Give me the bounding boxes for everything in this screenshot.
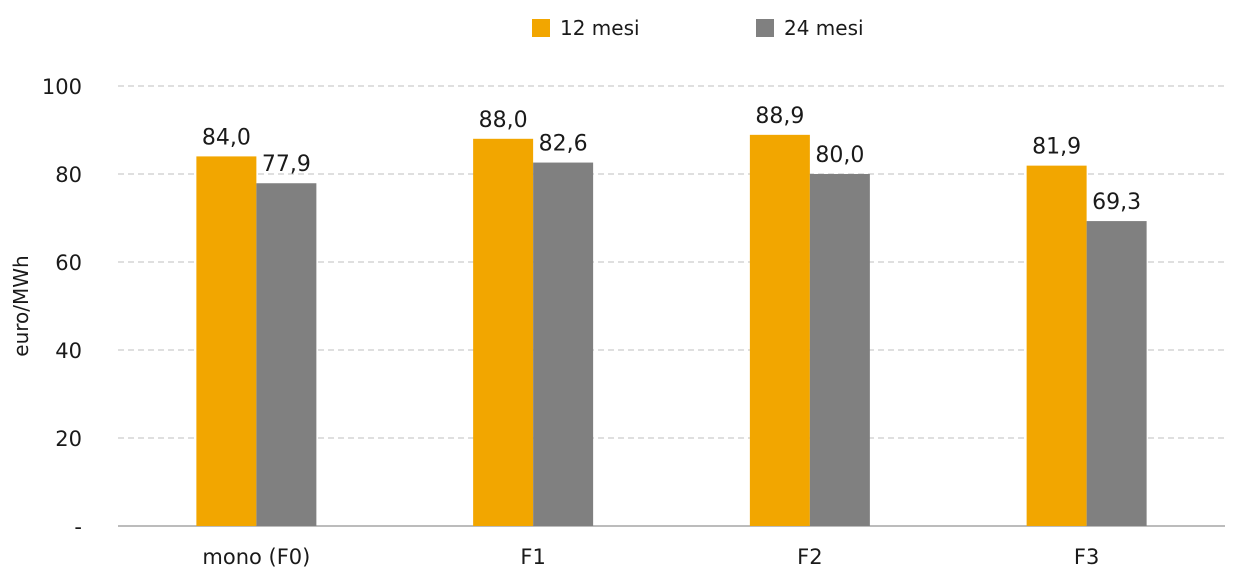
- bar: [256, 183, 317, 527]
- data-label: 82,6: [539, 132, 588, 157]
- bars: [196, 134, 1147, 527]
- x-category-label: F1: [520, 545, 545, 569]
- legend-swatch: [756, 19, 774, 37]
- bar: [533, 162, 594, 526]
- x-category-label: F3: [1074, 545, 1099, 569]
- data-label: 80,0: [815, 143, 864, 168]
- data-label: 84,0: [202, 125, 251, 150]
- bar: [749, 134, 810, 526]
- legend-label: 12 mesi: [560, 16, 640, 40]
- data-label: 69,3: [1092, 190, 1141, 215]
- y-tick-label: 60: [55, 251, 82, 275]
- y-tick-label: 40: [55, 339, 82, 363]
- bar: [1026, 165, 1087, 526]
- y-tick-label: 20: [55, 427, 82, 451]
- y-tick-label: 80: [55, 163, 82, 187]
- data-label: 77,9: [262, 152, 311, 177]
- legend-label: 24 mesi: [784, 16, 864, 40]
- bar: [196, 156, 257, 526]
- y-tick-label: 100: [42, 75, 82, 99]
- y-tick-label: -: [74, 515, 82, 539]
- data-label: 88,0: [479, 108, 528, 133]
- y-axis-title: euro/MWh: [9, 255, 33, 356]
- legend: 12 mesi 24 mesi: [532, 16, 864, 40]
- bar: [809, 174, 870, 526]
- bar: [1086, 221, 1147, 526]
- data-label: 81,9: [1032, 135, 1081, 160]
- x-category-label: mono (F0): [202, 545, 310, 569]
- bar: [473, 138, 534, 527]
- data-labels: 84,0 77,9 88,0 82,6 88,9 80,0 81,9 69,3: [202, 104, 1141, 215]
- x-axis-category-labels: mono (F0) F1 F2 F3: [202, 545, 1099, 569]
- y-axis-tick-labels: - 20 40 60 80 100: [42, 75, 82, 539]
- legend-swatch: [532, 19, 550, 37]
- data-label: 88,9: [755, 104, 804, 129]
- x-category-label: F2: [797, 545, 822, 569]
